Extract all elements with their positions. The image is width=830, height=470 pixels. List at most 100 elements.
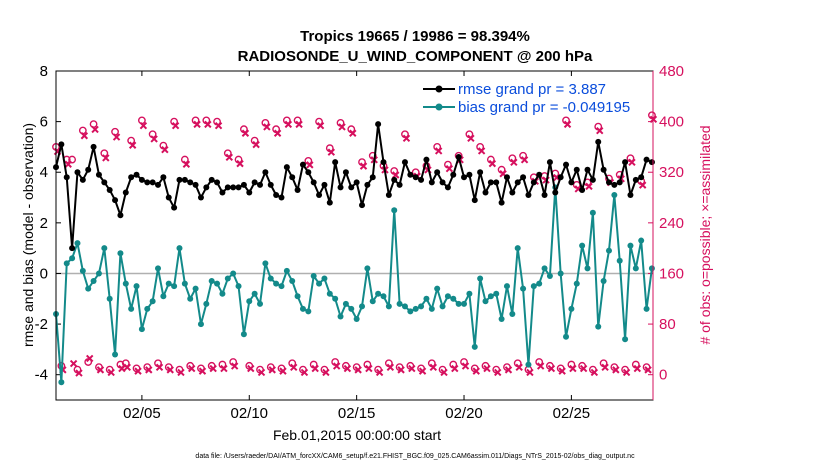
bias-point xyxy=(589,209,596,216)
obs-assimilated-marker xyxy=(316,121,325,130)
bias-point xyxy=(514,245,521,252)
bias-point xyxy=(267,275,274,282)
rmse-point xyxy=(332,159,339,166)
obs-assimilated-marker xyxy=(155,363,164,372)
obs-assimilated-marker xyxy=(279,367,287,375)
obs-assimilated-marker xyxy=(472,367,480,375)
rmse-point xyxy=(471,197,478,204)
bias-point xyxy=(455,300,462,307)
rmse-point xyxy=(546,159,553,166)
bias-point xyxy=(401,303,408,310)
obs-assimilated-marker xyxy=(467,134,475,143)
rmse-point xyxy=(299,161,306,168)
obs-assimilated-marker xyxy=(483,364,491,373)
obs-assimilated-marker xyxy=(386,363,395,372)
bias-point xyxy=(407,308,414,315)
bias-point xyxy=(160,293,167,300)
rmse-point xyxy=(278,194,285,201)
footnote-data-file: data file: /Users/raeder/DAI/ATM_forcXX/… xyxy=(195,453,635,460)
obs-assimilated-marker xyxy=(477,147,486,155)
bias-point xyxy=(203,300,210,307)
obs-assimilated-marker xyxy=(150,135,158,143)
rmse-point xyxy=(568,179,575,186)
bias-point xyxy=(299,305,306,312)
rmse-point xyxy=(648,159,655,166)
rmse-point xyxy=(310,179,317,186)
legend-rmse-label: rmse grand pr = 3.887 xyxy=(458,81,606,98)
bias-point xyxy=(326,290,333,297)
bias-point xyxy=(584,265,591,272)
rmse-point xyxy=(380,159,387,166)
bias-point xyxy=(477,275,484,282)
bias-point xyxy=(321,275,328,282)
bias-point xyxy=(428,305,435,312)
obs-assimilated-marker xyxy=(112,133,121,141)
rmse-point xyxy=(434,169,441,176)
rmse-point xyxy=(85,166,92,173)
obs-assimilated-marker xyxy=(166,366,174,374)
rmse-point xyxy=(112,197,119,204)
bias-point xyxy=(187,295,194,302)
rmse-point xyxy=(638,174,645,181)
obs-assimilated-marker xyxy=(434,147,443,155)
rmse-point xyxy=(359,202,366,209)
obs-assimilated-marker xyxy=(638,181,647,189)
obs-assimilated-marker xyxy=(590,368,599,377)
y-tick-label-right: 480 xyxy=(659,63,684,80)
obs-assimilated-marker xyxy=(612,366,620,374)
rmse-point xyxy=(144,179,151,186)
rmse-point xyxy=(557,174,564,181)
obs-assimilated-marker xyxy=(236,159,244,168)
chart-title-line2: RADIOSONDE_U_WIND_COMPONENT @ 200 hPa xyxy=(238,48,593,65)
x-axis-label: Feb.01,2015 00:00:00 start xyxy=(273,427,441,443)
rmse-point xyxy=(171,204,178,211)
bias-point xyxy=(197,321,204,328)
bias-line xyxy=(55,186,653,384)
obs-assimilated-marker xyxy=(139,121,148,130)
y-tick-label-right: 80 xyxy=(659,316,676,333)
bias-point xyxy=(444,293,451,300)
obs-assimilated-marker xyxy=(338,123,346,131)
obs-assimilated-marker xyxy=(633,364,642,373)
bias-point xyxy=(283,267,290,274)
chart-title-line1: Tropics 19665 / 19986 = 98.394% xyxy=(300,28,530,45)
rmse-point xyxy=(455,154,462,161)
rmse-point xyxy=(385,192,392,199)
rmse-point xyxy=(589,176,596,183)
bias-point xyxy=(369,298,376,305)
rmse-point xyxy=(509,189,516,196)
rmse-point xyxy=(632,176,639,183)
rmse-point xyxy=(294,186,301,193)
rmse-point xyxy=(584,166,591,173)
rmse-point xyxy=(240,181,247,188)
rmse-point xyxy=(101,179,108,186)
bias-point xyxy=(461,300,468,307)
obs-assimilated-marker xyxy=(300,368,309,377)
obs-assimilated-marker xyxy=(80,132,89,140)
bias-point xyxy=(192,285,199,292)
bias-point xyxy=(525,361,532,368)
obs-assimilated-marker xyxy=(91,125,99,134)
rmse-point xyxy=(203,184,210,191)
rmse-point xyxy=(396,181,403,188)
obs-assimilated-marker xyxy=(311,364,319,373)
bias-point xyxy=(208,278,215,285)
rmse-point xyxy=(192,181,199,188)
rmse-point xyxy=(573,166,580,173)
obs-assimilated-marker xyxy=(306,161,314,169)
rmse-point xyxy=(69,245,76,252)
bias-point xyxy=(396,300,403,307)
rmse-point xyxy=(337,184,344,191)
obs-assimilated-marker xyxy=(349,129,357,137)
rmse-point xyxy=(165,194,172,201)
rmse-point xyxy=(616,179,623,186)
bias-point xyxy=(133,283,140,290)
rmse-point xyxy=(283,164,290,171)
x-tick-label: 02/15 xyxy=(338,405,376,422)
bias-point xyxy=(627,242,634,249)
rmse-point xyxy=(541,192,548,199)
obs-assimilated-marker xyxy=(257,368,266,377)
bias-point xyxy=(348,305,355,312)
rmse-point xyxy=(477,169,484,176)
rmse-point xyxy=(251,179,258,186)
